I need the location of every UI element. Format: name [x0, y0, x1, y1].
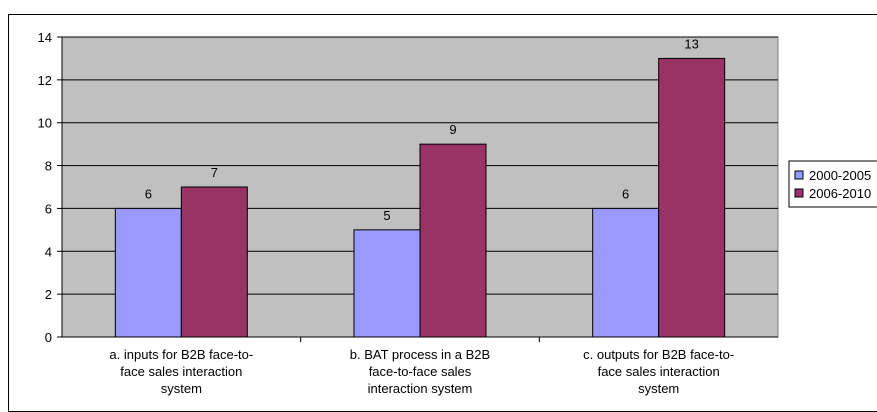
y-tick-label: 14 [38, 30, 52, 45]
y-tick-label: 12 [38, 73, 52, 88]
data-label: 7 [211, 165, 218, 180]
bar [114, 207, 182, 338]
x-tick-label: a. inputs for B2B face-to- [109, 347, 253, 362]
x-tick-label: b. BAT process in a B2B [350, 347, 490, 362]
x-tick-label: face sales interaction [598, 364, 720, 379]
data-label: 6 [145, 186, 152, 201]
legend-swatch [794, 170, 804, 180]
y-tick-label: 8 [45, 159, 52, 174]
legend-label: 2000-2005 [809, 168, 871, 183]
y-tick-label: 10 [38, 116, 52, 131]
bar [658, 57, 726, 338]
y-tick-label: 4 [45, 244, 52, 259]
x-tick-label: face sales interaction [120, 364, 242, 379]
legend [788, 160, 877, 208]
x-tick-label: interaction system [368, 381, 473, 396]
y-tick-label: 2 [45, 287, 52, 302]
y-tick-label: 0 [45, 330, 52, 345]
data-label: 9 [449, 122, 456, 137]
data-label: 5 [383, 208, 390, 223]
x-tick-label: system [638, 381, 679, 396]
data-label: 13 [684, 36, 698, 51]
bar [419, 143, 487, 338]
bar [592, 207, 660, 338]
y-tick-label: 6 [45, 201, 52, 216]
x-tick-label: c. outputs for B2B face-to- [583, 347, 734, 362]
data-label: 6 [622, 186, 629, 201]
x-tick-label: system [161, 381, 202, 396]
bar [353, 229, 421, 338]
x-tick-label: face-to-face sales [369, 364, 472, 379]
bar [180, 186, 248, 338]
legend-label: 2006-2010 [809, 186, 871, 201]
legend-swatch [794, 188, 804, 198]
